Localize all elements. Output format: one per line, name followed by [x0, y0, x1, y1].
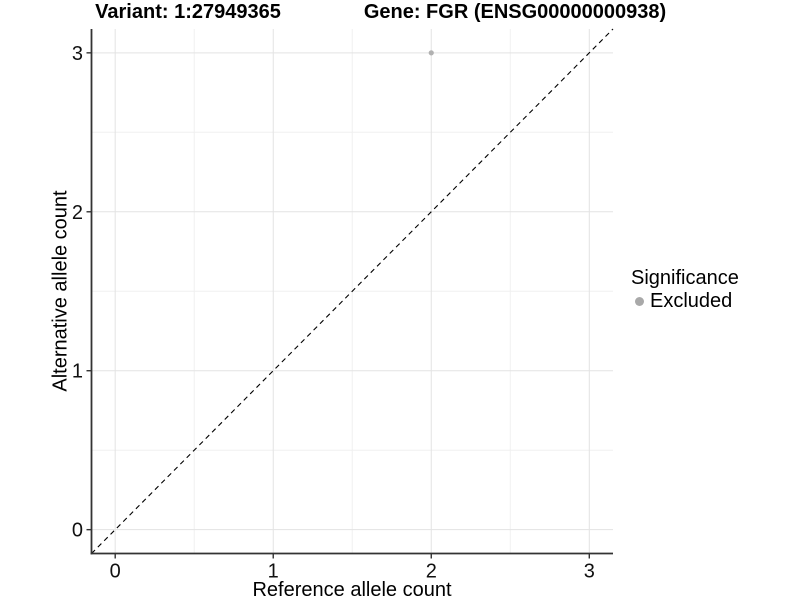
x-tick-label: 2 — [426, 561, 437, 583]
legend-title: Significance — [631, 267, 739, 289]
legend-item-label: Excluded — [650, 290, 733, 312]
legend: Significance Excluded — [631, 266, 739, 312]
y-axis-title: Alternative allele count — [49, 190, 72, 392]
plot-title-gene: Gene: FGR (ENSG00000000938) — [363, 1, 667, 23]
legend-point-icon — [635, 296, 644, 306]
y-tick-label: 3 — [72, 43, 83, 65]
y-tick-label: 1 — [72, 361, 83, 383]
identity-line — [91, 28, 614, 554]
x-axis-title: Reference allele count — [252, 579, 452, 600]
legend-item-excluded: Excluded — [635, 290, 739, 312]
x-tick-label: 3 — [584, 561, 595, 583]
x-tick-label: 0 — [110, 561, 121, 583]
plot-title-variant: Variant: 1:27949365 — [95, 1, 281, 23]
y-tick-label: 2 — [72, 202, 83, 224]
data-point — [428, 50, 434, 56]
x-tick-label: 1 — [268, 561, 279, 583]
y-tick-label: 0 — [72, 520, 83, 542]
